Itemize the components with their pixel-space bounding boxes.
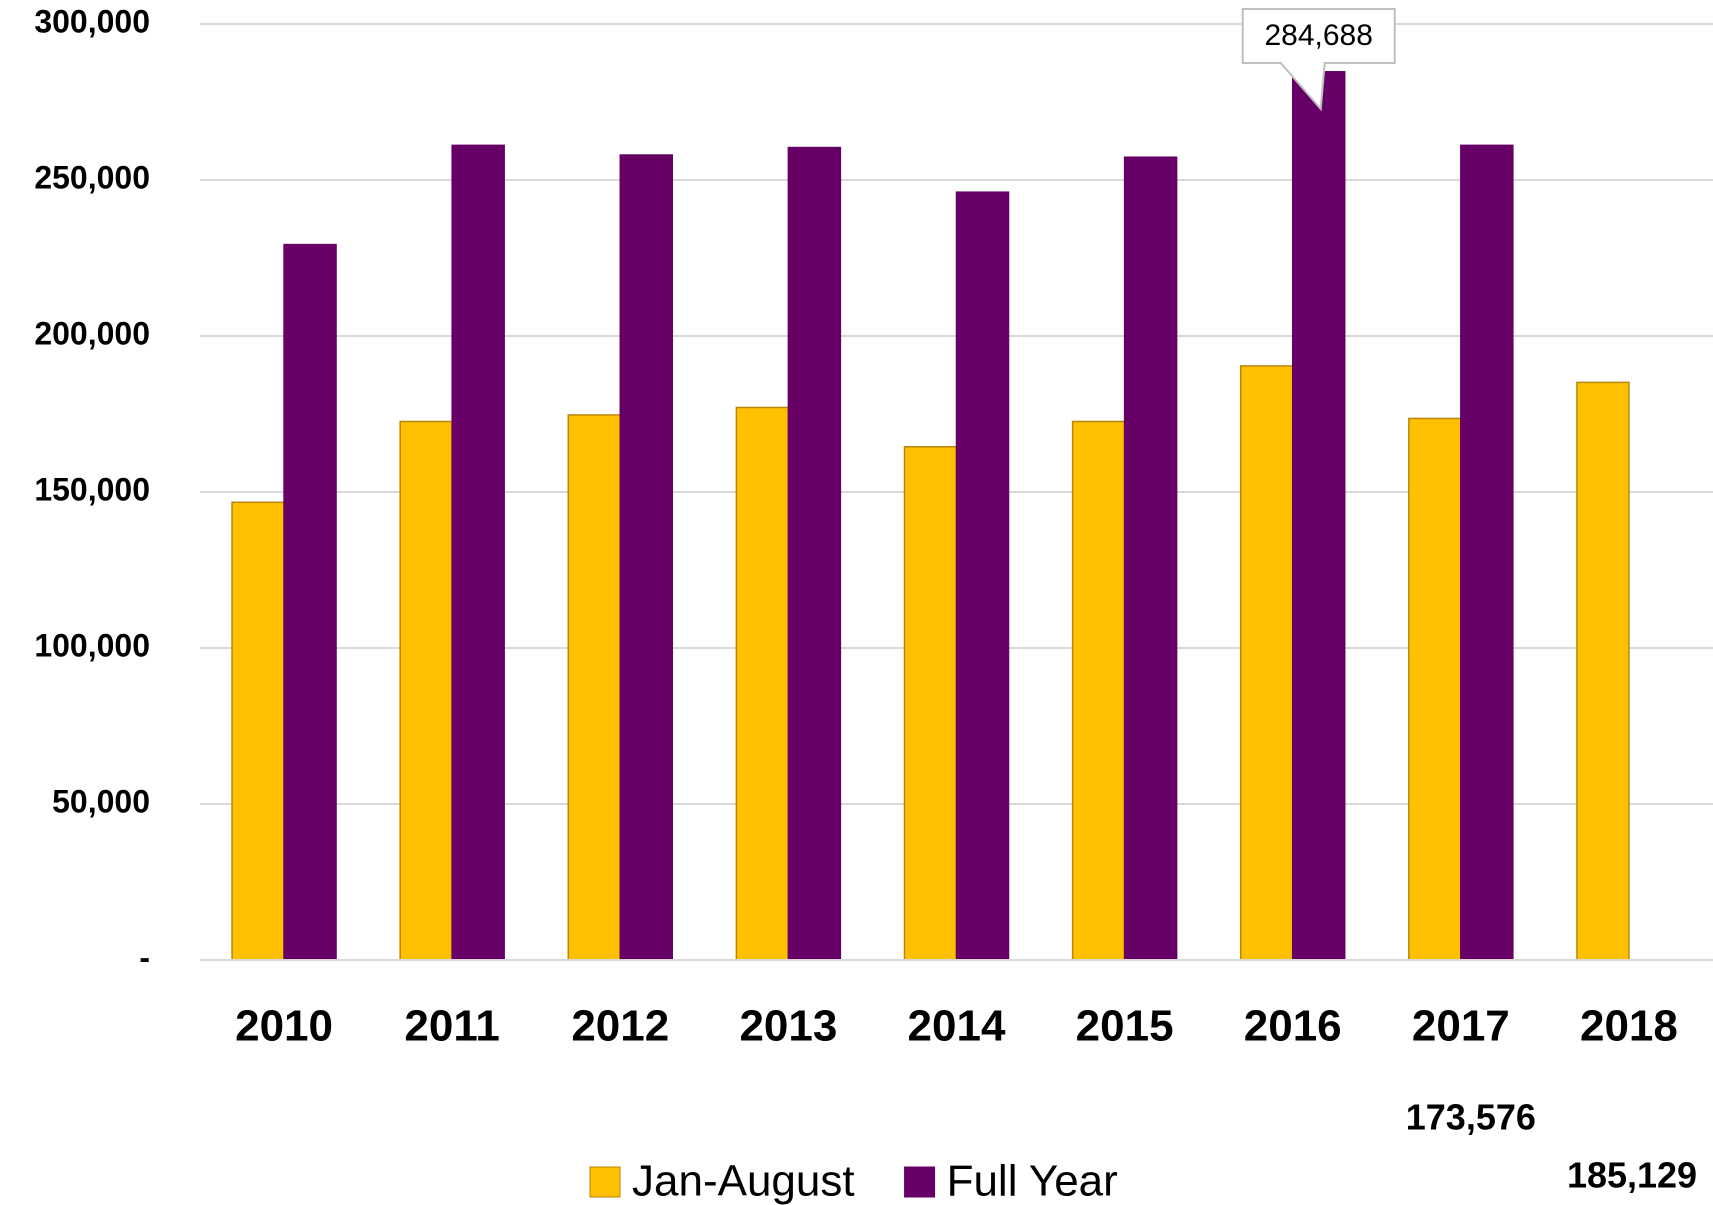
data-label: 173,576 <box>1406 1097 1536 1138</box>
bar <box>1460 144 1514 961</box>
x-tick-label: 2012 <box>571 1002 669 1051</box>
bar <box>283 243 337 961</box>
x-tick-label: 2014 <box>908 1002 1006 1051</box>
bar <box>451 144 505 961</box>
y-tick-label: 150,000 <box>34 471 150 507</box>
data-label: 284,688 <box>1264 19 1372 52</box>
x-tick-label: 2017 <box>1412 1002 1510 1051</box>
bar <box>1239 365 1294 961</box>
x-tick-label: 2015 <box>1076 1002 1174 1051</box>
legend-label: Full Year <box>947 1157 1118 1205</box>
x-tick-label: 2010 <box>235 1002 333 1051</box>
y-tick-label: 100,000 <box>34 627 150 663</box>
y-tick-label: 200,000 <box>34 315 150 351</box>
bar <box>903 446 958 961</box>
y-tick-label: - <box>139 939 150 975</box>
x-tick-label: 2013 <box>739 1002 837 1051</box>
legend-swatch <box>589 1166 621 1198</box>
data-label: 185,129 <box>1567 1155 1697 1196</box>
x-tick-label: 2011 <box>404 1002 499 1051</box>
y-tick-label: 250,000 <box>34 159 150 195</box>
bar <box>231 501 285 961</box>
callout <box>1241 8 1396 112</box>
bar <box>1408 417 1462 961</box>
bar <box>1291 71 1346 961</box>
bar <box>1576 381 1630 961</box>
bar <box>619 154 674 961</box>
x-tick-label: 2018 <box>1580 1002 1678 1051</box>
bar <box>399 420 453 961</box>
y-tick-label: 50,000 <box>52 783 150 819</box>
legend-label: Jan-August <box>632 1157 855 1205</box>
legend-swatch <box>904 1166 936 1198</box>
bar <box>567 414 622 961</box>
bar <box>955 191 1010 961</box>
bar <box>1123 156 1178 961</box>
x-tick-label: 2016 <box>1244 1002 1342 1051</box>
bar <box>735 406 790 961</box>
y-tick-label: 300,000 <box>34 3 150 39</box>
bar <box>787 146 842 961</box>
bar <box>1071 420 1126 961</box>
